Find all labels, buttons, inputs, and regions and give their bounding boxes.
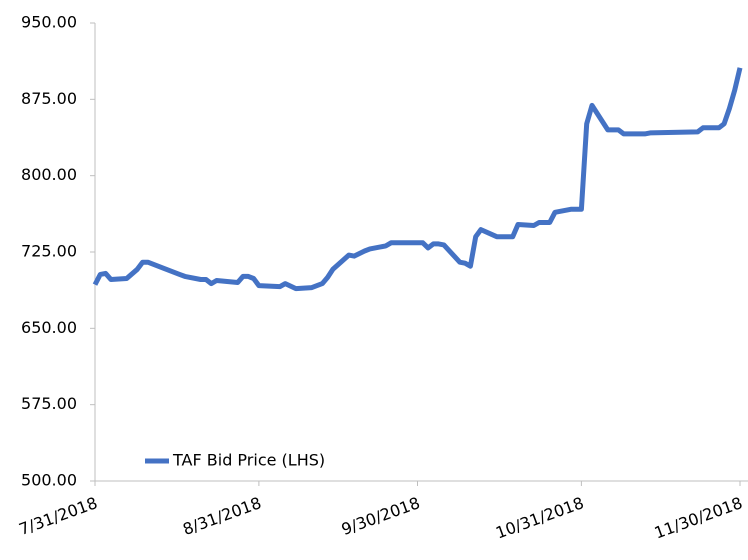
y-tick-label: 500.00 [21,471,77,490]
y-tick-label: 875.00 [21,89,77,108]
x-tick-label: 10/31/2018 [493,493,586,542]
legend-label: TAF Bid Price (LHS) [172,451,325,470]
x-tick-label: 7/31/2018 [16,493,100,539]
y-tick-label: 650.00 [21,318,77,337]
y-tick-label: 950.00 [21,13,77,32]
y-tick-label: 575.00 [21,394,77,413]
line-series [92,67,743,292]
x-tick-label: 8/31/2018 [180,493,264,539]
y-tick-label: 725.00 [21,242,77,261]
x-tick-label: 11/30/2018 [652,493,745,542]
y-tick-label: 800.00 [21,165,77,184]
x-tick-label: 9/30/2018 [339,493,423,539]
